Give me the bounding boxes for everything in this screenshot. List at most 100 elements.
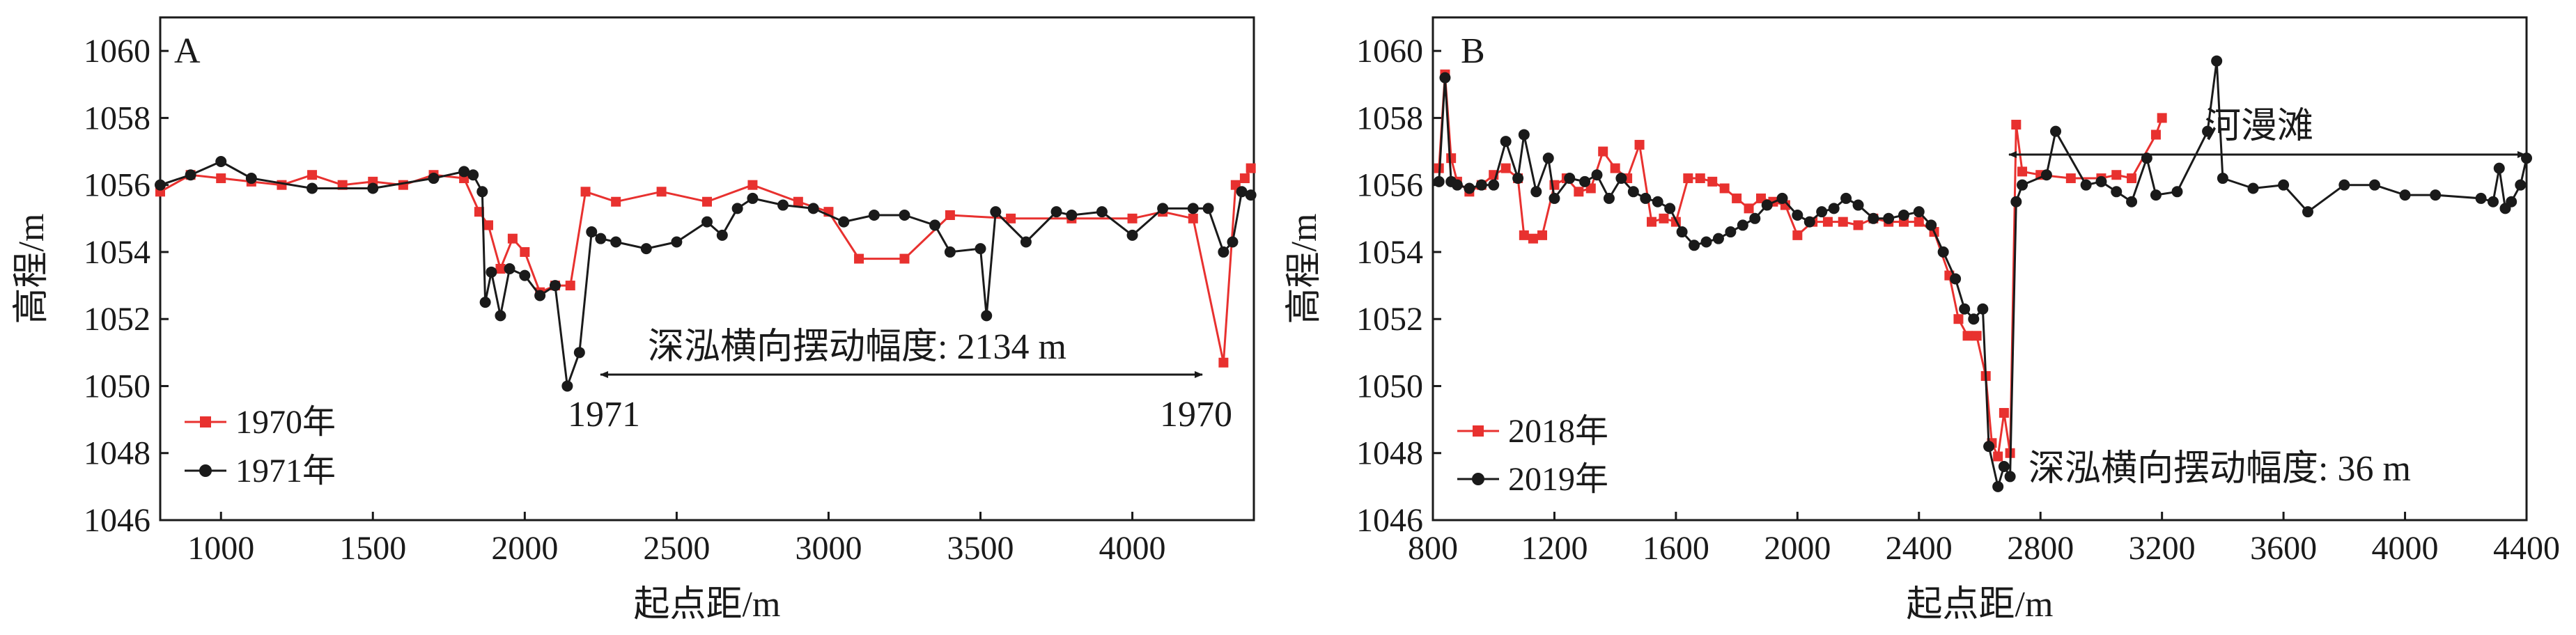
data-point-1971 (838, 216, 850, 228)
data-point-2019 (2430, 189, 2442, 201)
data-point-2018 (2017, 166, 2028, 177)
data-point-2019 (1761, 199, 1773, 211)
data-point-2018 (1971, 331, 1982, 341)
data-point-1971 (1020, 236, 1032, 248)
data-point-2019 (1689, 240, 1700, 251)
data-point-2018 (1537, 230, 1547, 240)
data-point-1970 (611, 196, 621, 207)
x-tick-label: 1600 (1643, 530, 1709, 567)
data-point-2019 (1977, 303, 1989, 315)
data-point-2019 (2399, 189, 2411, 201)
data-point-1971 (1066, 209, 1078, 221)
data-point-1970 (793, 196, 803, 207)
axes-ticks: 800 1200 1600 2000 2400 2800 3200 3600 4000 4400 1… (1356, 33, 2560, 567)
data-point-1971 (504, 263, 515, 274)
data-point-2019 (1950, 273, 1962, 285)
data-point-2019 (2010, 196, 2022, 207)
data-point-2019 (1475, 179, 1487, 191)
data-point-2018 (1695, 173, 1705, 184)
data-point-2019 (1959, 303, 1971, 315)
data-point-1971 (486, 266, 497, 278)
data-point-1970 (1218, 357, 1229, 368)
data-point-2019 (2050, 125, 2062, 137)
panel-label-b: B (1461, 31, 1485, 71)
data-point-2019 (1433, 175, 1445, 187)
data-point-2019 (2171, 186, 2183, 198)
data-point-2019 (1488, 179, 1500, 191)
y-tick-label: 1050 (1356, 368, 1423, 405)
data-point-2019 (1737, 219, 1748, 231)
data-series (1433, 55, 2532, 492)
data-point-1971 (495, 310, 506, 322)
data-point-2019 (1627, 186, 1639, 198)
legend-marker-1971 (199, 464, 212, 477)
data-point-2019 (1998, 460, 2010, 472)
data-point-1971 (929, 219, 941, 231)
x-tick-label: 1200 (1521, 530, 1588, 567)
data-point-2019 (2150, 189, 2162, 201)
floodplain-label: 河漫滩 (2205, 107, 2313, 146)
data-point-2019 (1664, 203, 1676, 214)
data-point-1971 (476, 186, 488, 198)
data-point-1971 (899, 209, 910, 221)
swing-amplitude-label: 深泓横向摆动幅度: 2134 m (648, 327, 1066, 367)
data-point-2019 (2217, 173, 2228, 185)
y-tick-label: 1054 (84, 234, 150, 271)
data-point-1971 (1218, 246, 1229, 258)
data-point-2019 (1542, 152, 1554, 164)
swing-amplitude-label: 深泓横向摆动幅度: 36 m (2028, 449, 2411, 489)
x-tick-label: 3200 (2129, 530, 2196, 567)
x-tick-label: 2800 (2007, 530, 2074, 567)
data-point-1971 (586, 226, 598, 238)
data-point-1970 (495, 264, 506, 274)
x-axis-title-b: 起点距/m (1907, 585, 2054, 625)
data-point-2018 (2111, 170, 2122, 180)
data-point-1971 (944, 246, 956, 258)
data-point-2018 (1610, 163, 1620, 173)
data-point-2019 (1640, 192, 1652, 204)
data-point-2019 (2095, 175, 2107, 187)
data-point-1970 (474, 207, 484, 217)
data-point-1970 (580, 187, 591, 197)
data-point-2019 (1883, 212, 1895, 224)
data-point-2018 (1500, 163, 1511, 173)
y-tick-label: 1046 (1356, 502, 1423, 539)
thalweg-1970-label: 1970 (1160, 395, 1232, 434)
y-tick-label: 1048 (84, 435, 150, 472)
data-point-2019 (1828, 203, 1840, 214)
data-point-2019 (2488, 196, 2499, 207)
data-point-1971 (1245, 189, 1257, 201)
annotations: 河漫滩 深泓横向摆动幅度: 36 m (2008, 107, 2526, 489)
data-point-2019 (1700, 236, 1712, 248)
data-point-1970 (307, 170, 318, 180)
data-point-2018 (2150, 130, 2161, 140)
y-tick-label: 1060 (84, 33, 150, 70)
data-point-1971 (1096, 206, 1108, 218)
data-point-2019 (2493, 162, 2505, 174)
data-point-2019 (2515, 179, 2527, 191)
data-point-1971 (1202, 203, 1214, 214)
data-point-2018 (1853, 220, 1863, 230)
data-point-2019 (1530, 186, 1542, 198)
x-tick-label: 4400 (2493, 530, 2560, 567)
data-point-1971 (747, 192, 759, 204)
data-point-2019 (2004, 471, 2016, 483)
data-point-2019 (1712, 233, 1724, 244)
y-tick-label: 1052 (84, 301, 150, 338)
data-point-2018 (1528, 233, 1538, 244)
data-point-1970 (565, 281, 575, 291)
data-point-1970 (520, 246, 530, 257)
data-point-1970 (899, 253, 910, 264)
y-tick-label: 1050 (84, 368, 150, 405)
data-point-2018 (2127, 173, 2137, 184)
y-tick-label: 1052 (1356, 301, 1423, 338)
x-tick-label: 2000 (491, 530, 558, 567)
data-point-1971 (701, 216, 713, 228)
y-axis-title-b: 高程/m (1285, 214, 1324, 324)
data-point-2019 (2475, 192, 2487, 204)
y-tick-label: 1056 (1356, 167, 1423, 204)
legend-label-2019: 2019年 (1508, 461, 1608, 498)
data-point-2018 (1838, 217, 1848, 227)
data-point-2019 (2211, 55, 2223, 67)
data-point-1970 (1127, 213, 1138, 224)
